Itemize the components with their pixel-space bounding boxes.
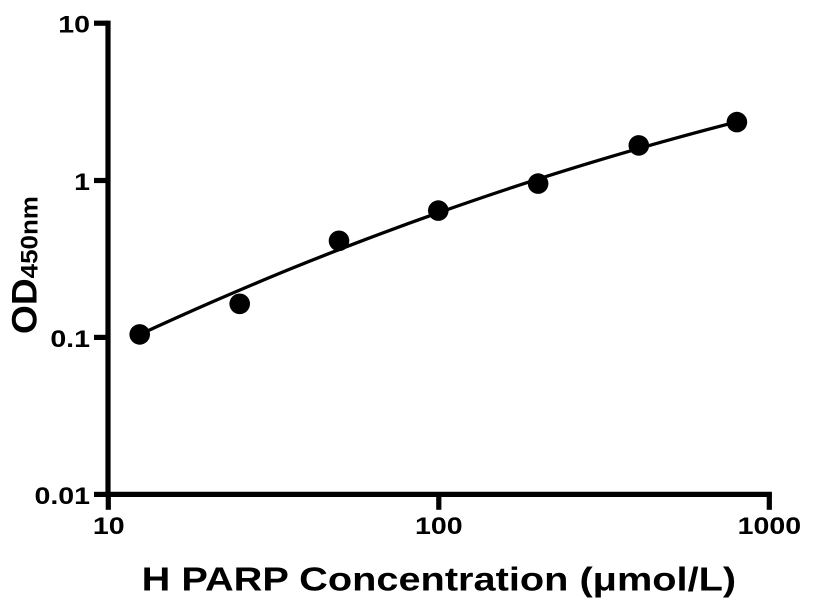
svg-text:100: 100 bbox=[415, 512, 463, 539]
svg-text:1: 1 bbox=[74, 168, 90, 195]
svg-text:0.1: 0.1 bbox=[50, 325, 90, 352]
svg-text:10: 10 bbox=[93, 512, 125, 539]
svg-text:10: 10 bbox=[58, 11, 90, 38]
svg-text:H PARP Concentration (μmol/L): H PARP Concentration (μmol/L) bbox=[142, 561, 736, 598]
svg-text:0.01: 0.01 bbox=[34, 482, 90, 509]
svg-text:1000: 1000 bbox=[738, 512, 801, 539]
